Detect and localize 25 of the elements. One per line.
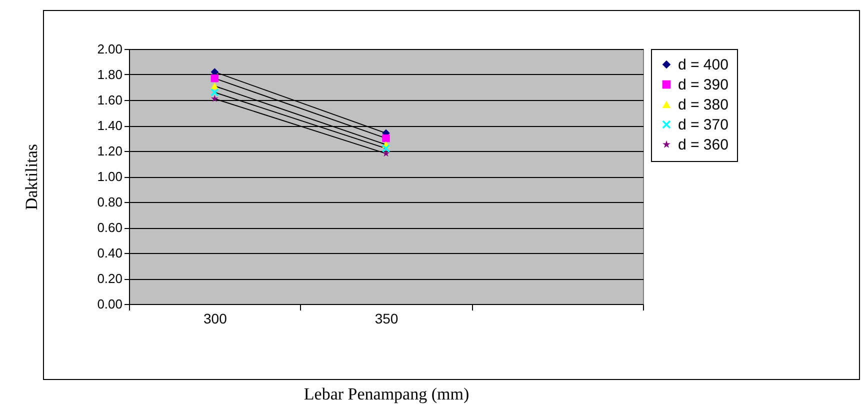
y-tick-label: 0.80: [97, 194, 122, 210]
point: [210, 74, 219, 82]
legend-label: d = 400: [678, 56, 728, 74]
legend-label: d = 380: [678, 96, 728, 114]
point: [210, 88, 219, 96]
y-tick-label: 2.00: [97, 42, 122, 56]
x-tick-label: 300: [203, 310, 228, 326]
y-tick-label: 0.60: [97, 220, 122, 235]
point: [382, 134, 390, 142]
legend-label: d = 360: [678, 136, 728, 154]
y-tick-label: 1.60: [97, 92, 122, 108]
point: [210, 94, 218, 102]
y-tick-label: 0.00: [97, 296, 122, 312]
x-axis-title: Lebar Penampang (mm): [304, 384, 470, 404]
legend-label: d = 370: [678, 116, 728, 134]
y-tick-label: 1.80: [97, 67, 122, 82]
y-tick-label: 0.20: [97, 271, 122, 286]
x-tick-label: 350: [374, 310, 398, 326]
y-tick-label: 1.00: [97, 169, 122, 184]
y-tick-label: 1.20: [97, 144, 122, 158]
y-tick-label: 0.40: [97, 246, 122, 260]
y-axis-title: Daktilitas: [22, 144, 42, 210]
legend-label: d = 390: [678, 76, 728, 94]
y-tick-label: 1.40: [97, 118, 122, 133]
point: [382, 150, 390, 157]
